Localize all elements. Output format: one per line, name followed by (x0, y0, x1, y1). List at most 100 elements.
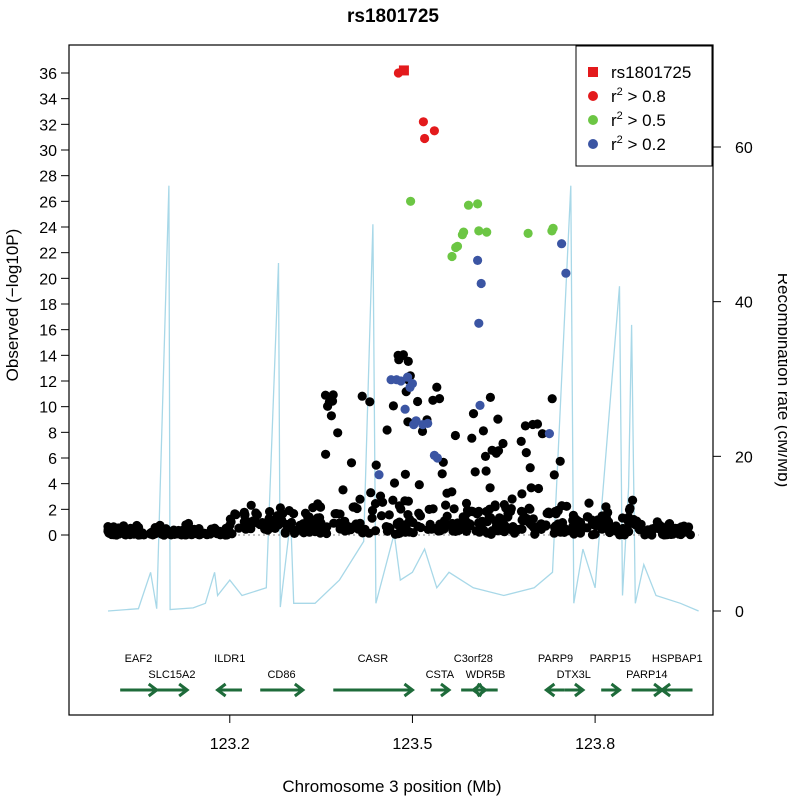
snp-point-other (537, 429, 548, 439)
axes-layer: 0246810121416182022242628303234360204060… (39, 66, 753, 753)
legend-marker (588, 115, 598, 125)
snp-point (474, 318, 484, 328)
y-tick-label: 14 (39, 348, 57, 365)
snp-point (452, 241, 463, 251)
y-tick-label: 20 (39, 271, 57, 288)
snp-point-other (490, 502, 500, 512)
y2-tick-label: 0 (735, 604, 744, 621)
y-tick-label: 28 (39, 169, 57, 186)
genes-layer: EAF2 SLC15A2 ILDR1 CD86 CASR CSTA C3orf28 WDR5B… (120, 653, 703, 698)
snp-point-other (365, 397, 375, 407)
recombination-layer (107, 185, 699, 612)
gene-label: ILDR1 (214, 653, 245, 665)
snp-point (561, 268, 571, 278)
snp-point-other (284, 506, 294, 516)
gene-label: CD86 (267, 669, 295, 681)
snp-point-other (470, 467, 480, 477)
snp-point-other (439, 524, 449, 534)
y-axis-label: Observed (−log10P) (3, 229, 22, 382)
gene-label: SLC15A2 (148, 669, 195, 681)
points-layer (103, 65, 696, 540)
plot-frame (68, 44, 714, 716)
snp-point-other (270, 520, 280, 530)
snp-point-other (629, 515, 639, 525)
y2-tick-label: 20 (735, 449, 753, 466)
snp-point-other (414, 480, 424, 490)
snp-point-other (617, 513, 628, 523)
gene-label: CSTA (426, 669, 455, 681)
gene-wdr5b: WDR5B (466, 669, 505, 698)
gene-label: EAF2 (125, 653, 153, 665)
snp-point-other (382, 526, 392, 536)
gene-parp14: PARP14 (626, 669, 668, 698)
snp-point-other (485, 392, 495, 402)
lead-snp-point (398, 65, 409, 76)
snp-point-other (408, 528, 418, 538)
snp-point (418, 117, 428, 127)
snp-point-other (246, 524, 256, 534)
snp-point-other (485, 483, 495, 493)
snp-point-other (367, 513, 377, 523)
snp-point-other (449, 504, 459, 514)
y2-tick-label: 60 (735, 140, 753, 157)
x-tick-label: 123.8 (575, 736, 615, 753)
snp-point-other (584, 498, 594, 508)
snp-point-other (285, 522, 295, 533)
snp-point-other (498, 438, 508, 449)
snp-point-other (334, 518, 344, 528)
snp-point (474, 226, 484, 236)
recombination-rate-line (107, 185, 699, 612)
snp-point-other (230, 509, 240, 519)
legend-marker (588, 91, 598, 101)
gene-label: PARP14 (626, 669, 667, 681)
snp-point-other (478, 426, 488, 436)
snp-point-other (557, 501, 567, 511)
y-tick-label: 4 (48, 477, 57, 494)
snp-point-other (370, 499, 381, 509)
gene-label: CASR (358, 653, 389, 665)
snp-point-other (525, 463, 535, 473)
snp-point-other (346, 523, 356, 534)
snp-point-other (559, 527, 569, 538)
snp-point-other (487, 445, 497, 455)
snp-point (403, 372, 413, 382)
snp-point-other (476, 522, 486, 532)
gene-slc15a2: SLC15A2 (148, 669, 195, 698)
snp-point-other (493, 414, 503, 424)
gene-arrow (543, 682, 556, 698)
snp-point-other (202, 530, 212, 540)
snp-point-other (461, 498, 472, 508)
snp-point-other (482, 528, 492, 538)
snp-point-other (335, 509, 345, 519)
gene-csta: CSTA (426, 669, 455, 698)
snp-point-other (520, 421, 531, 431)
snp-point-other (656, 521, 666, 531)
snp-point-other (320, 390, 331, 400)
snp-point-other (300, 508, 311, 518)
x-tick-label: 123.2 (210, 736, 250, 753)
snp-point-other (312, 523, 322, 533)
gene-arrow (440, 682, 452, 698)
y2-tick-label: 40 (735, 295, 753, 312)
snp-point (423, 418, 433, 428)
snp-point-other (187, 529, 197, 539)
snp-point-other (371, 460, 381, 470)
snp-point-other (389, 478, 400, 488)
snp-point-other (568, 515, 578, 526)
snp-point-other (432, 382, 442, 392)
snp-point-other (439, 516, 449, 526)
snp-point (473, 255, 483, 265)
legend-marker (588, 67, 598, 77)
gene-parp15: PARP15 (590, 653, 631, 698)
y-tick-label: 36 (39, 66, 57, 83)
snp-point-other (246, 500, 256, 510)
snp-point-other (465, 506, 475, 516)
y-tick-label: 12 (39, 374, 57, 391)
snp-point (407, 379, 417, 389)
snp-point-other (460, 512, 470, 523)
snp-point-other (601, 502, 611, 512)
gene-parp9: PARP9 (538, 653, 573, 698)
snp-point-other (357, 391, 367, 401)
snp-point-other (327, 396, 338, 406)
snp-point-other (543, 507, 554, 517)
